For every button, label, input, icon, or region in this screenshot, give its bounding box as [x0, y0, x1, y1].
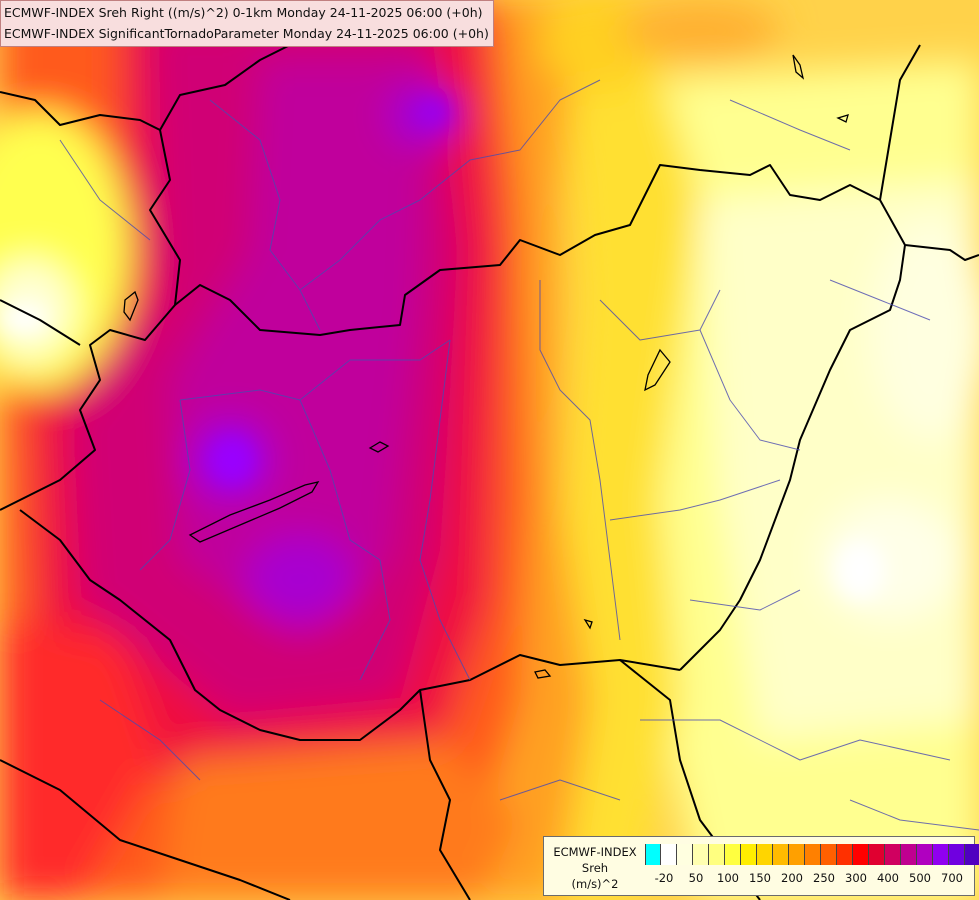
- legend-tick-label: 250: [813, 871, 835, 885]
- legend-swatch: [869, 844, 885, 865]
- map-title: ECMWF-INDEX Sreh Right ((m/s)^2) 0-1km M…: [0, 0, 494, 47]
- title-line-stp: ECMWF-INDEX SignificantTornadoParameter …: [4, 26, 489, 41]
- legend-tick-label: 50: [688, 871, 704, 885]
- legend-swatch: [805, 844, 821, 865]
- legend-color-scale: [645, 844, 979, 865]
- legend-swatch: [965, 844, 979, 865]
- legend-tick-label: 300: [845, 871, 867, 885]
- legend-swatch: [901, 844, 917, 865]
- legend-swatch: [789, 844, 805, 865]
- legend-swatch: [885, 844, 901, 865]
- legend-tick-label: -20: [654, 871, 674, 885]
- legend-swatch: [677, 844, 693, 865]
- legend-tick-label: 100: [717, 871, 739, 885]
- legend-variable: Sreh: [581, 861, 609, 875]
- lakes: [123, 54, 849, 679]
- legend-swatch: [693, 844, 709, 865]
- legend-swatch: [645, 844, 661, 865]
- legend-swatch: [949, 844, 965, 865]
- legend-model: ECMWF-INDEX: [553, 845, 637, 859]
- legend-tick-label: 150: [749, 871, 771, 885]
- legend-tick-label: 400: [877, 871, 899, 885]
- legend-swatch: [709, 844, 725, 865]
- color-legend: ECMWF-INDEX Sreh (m/s)^2 -20 50 100 150 200 2…: [543, 836, 979, 896]
- legend-swatch: [773, 844, 789, 865]
- legend-tick-label: 700: [941, 871, 963, 885]
- legend-unit: (m/s)^2: [571, 877, 619, 891]
- regional-borders: [59, 79, 979, 831]
- legend-tick-label: 200: [781, 871, 803, 885]
- legend-swatch: [661, 844, 677, 865]
- legend-swatch: [725, 844, 741, 865]
- legend-swatch: [757, 844, 773, 865]
- legend-label: ECMWF-INDEX Sreh (m/s)^2: [547, 844, 643, 892]
- legend-swatch: [853, 844, 869, 865]
- legend-swatch: [821, 844, 837, 865]
- title-line-sreh: ECMWF-INDEX Sreh Right ((m/s)^2) 0-1km M…: [4, 5, 483, 20]
- legend-swatch: [741, 844, 757, 865]
- legend-swatch: [933, 844, 949, 865]
- legend-swatch: [837, 844, 853, 865]
- legend-swatch: [917, 844, 933, 865]
- legend-tick-label: 500: [909, 871, 931, 885]
